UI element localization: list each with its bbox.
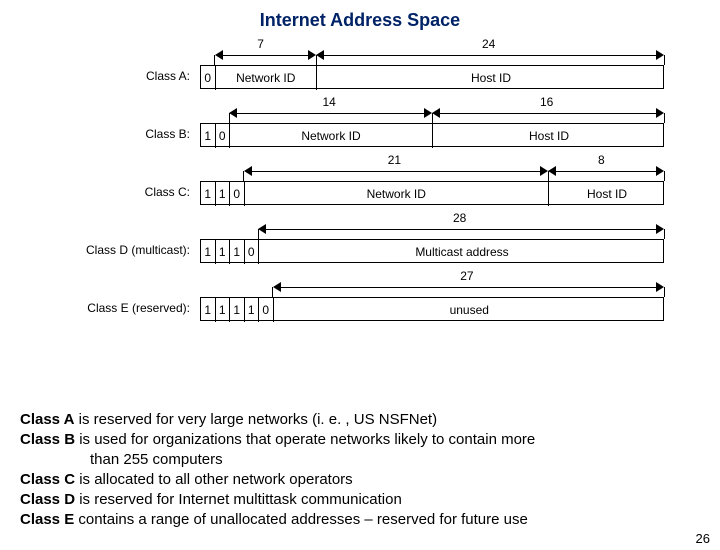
desc-class-d: Class D is reserved for Internet multitt… (20, 490, 710, 510)
desc-c-text: is allocated to all other network operat… (75, 471, 353, 488)
prefix-bit-cell: 1 (201, 298, 216, 322)
address-bar: 1110Multicast address (200, 239, 664, 263)
desc-class-c: Class C is allocated to all other networ… (20, 470, 710, 490)
arrow-tick (664, 171, 665, 181)
bit-width-arrow: 16 (432, 103, 664, 123)
desc-e-text: contains a range of unallocated addresse… (74, 511, 528, 528)
prefix-bit-cell: 1 (201, 124, 216, 148)
desc-c-bold: Class C (20, 471, 75, 488)
page-number: 26 (696, 531, 710, 546)
arrow-tick (258, 229, 259, 239)
prefix-bit-cell: 1 (230, 298, 245, 322)
arrow-tick (316, 55, 317, 65)
prefix-bit-cell: 0 (216, 124, 231, 148)
class-label: Class A: (120, 69, 190, 83)
desc-d-text: is reserved for Internet multittask comm… (75, 491, 402, 508)
prefix-bit-cell: 1 (216, 182, 231, 206)
desc-b-text: is used for organizations that operate n… (75, 431, 535, 448)
field-cell: Multicast address (259, 240, 665, 264)
arrow-tick (664, 113, 665, 123)
arrow-tick (664, 55, 665, 65)
prefix-bit-cell: 1 (245, 298, 260, 322)
field-cell: Host ID (433, 124, 665, 148)
bit-width-arrow: 21 (244, 161, 549, 181)
prefix-bit-cell: 1 (216, 240, 231, 264)
desc-class-a: Class A is reserved for very large netwo… (20, 410, 710, 430)
desc-b-cont: than 255 computers (90, 450, 710, 470)
arrow-tick (214, 55, 215, 65)
address-bar: 10Network IDHost ID (200, 123, 664, 147)
field-cell: Host ID (549, 182, 665, 206)
prefix-bit-cell: 1 (216, 298, 231, 322)
bit-width-arrow: 24 (316, 45, 664, 65)
bit-width-arrow: 8 (548, 161, 664, 181)
bit-width-arrow: 27 (273, 277, 665, 297)
desc-class-e: Class E contains a range of unallocated … (20, 510, 710, 530)
class-label: Class D (multicast): (60, 243, 190, 257)
arrow-tick (229, 113, 230, 123)
address-bar: 0Network IDHost ID (200, 65, 664, 89)
arrow-tick (243, 171, 244, 181)
bit-width-arrow: 28 (258, 219, 664, 239)
desc-a-text: is reserved for very large networks (i. … (74, 411, 437, 428)
field-cell: Network ID (230, 124, 433, 148)
prefix-bit-cell: 1 (201, 182, 216, 206)
desc-class-b: Class B is used for organizations that o… (20, 430, 710, 471)
field-cell: Host ID (317, 66, 665, 90)
prefix-bit-cell: 1 (201, 240, 216, 264)
prefix-bit-cell: 1 (230, 240, 245, 264)
bit-width-arrow: 7 (215, 45, 317, 65)
desc-a-bold: Class A (20, 411, 74, 428)
prefix-bit-cell: 0 (259, 298, 274, 322)
desc-d-bold: Class D (20, 491, 75, 508)
prefix-bit-cell: 0 (230, 182, 245, 206)
address-bar: 110Network IDHost ID (200, 181, 664, 205)
class-label: Class B: (120, 127, 190, 141)
field-cell: Network ID (245, 182, 550, 206)
arrow-tick (664, 229, 665, 239)
arrow-tick (272, 287, 273, 297)
arrow-tick (548, 171, 549, 181)
address-bar: 11110unused (200, 297, 664, 321)
field-cell: unused (274, 298, 666, 322)
address-class-diagram: Class A:0Network IDHost ID724Class B:10N… (0, 37, 720, 387)
bit-width-arrow: 14 (229, 103, 432, 123)
desc-e-bold: Class E (20, 511, 74, 528)
arrow-tick (664, 287, 665, 297)
class-label: Class E (reserved): (60, 301, 190, 315)
page-title: Internet Address Space (0, 10, 720, 31)
desc-b-bold: Class B (20, 431, 75, 448)
prefix-bit-cell: 0 (201, 66, 216, 90)
class-label: Class C: (120, 185, 190, 199)
arrow-tick (432, 113, 433, 123)
field-cell: Network ID (216, 66, 318, 90)
prefix-bit-cell: 0 (245, 240, 260, 264)
